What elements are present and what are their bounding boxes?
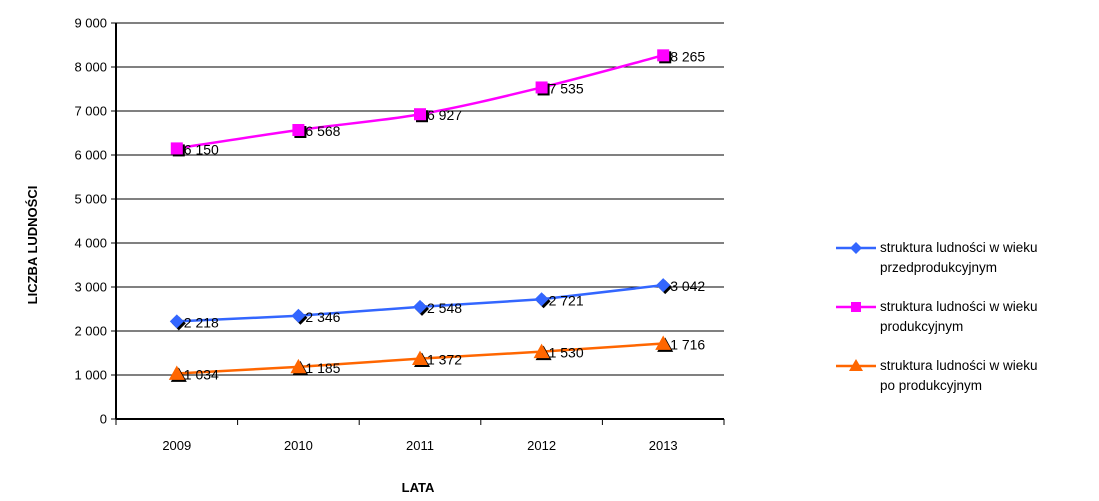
triangle-marker-icon (849, 359, 863, 371)
data-label: 2 548 (427, 300, 462, 316)
legend-label-line: przedprodukcyjnym (880, 260, 998, 275)
x-tick-label: 2013 (649, 438, 678, 453)
y-tick-label: 4 000 (74, 236, 107, 251)
data-label: 8 265 (670, 48, 705, 64)
square-marker (414, 108, 426, 121)
square-marker (657, 49, 670, 62)
y-tick-label: 2 000 (74, 324, 107, 339)
diamond-marker-icon (850, 242, 862, 254)
y-tick-label: 8 000 (74, 60, 107, 75)
square-marker-icon (851, 302, 861, 312)
legend-label: struktura ludności w wieku po produkcyjny… (880, 356, 1038, 396)
y-tick-label: 3 000 (74, 280, 107, 295)
legend-swatch (836, 359, 876, 371)
legend-item: struktura ludności w wieku przedprodukcyj… (834, 238, 1099, 278)
square-marker (170, 142, 183, 155)
x-axis-title: LATA (402, 480, 435, 495)
legend-label-line: struktura ludności w wieku (880, 299, 1038, 314)
y-tick-label: 1 000 (74, 368, 107, 383)
triangle-marker (655, 335, 672, 350)
data-label: 1 530 (549, 345, 584, 361)
x-tick-label: 2010 (284, 438, 313, 453)
y-tick-label: 0 (100, 412, 107, 427)
series-1 (169, 278, 673, 331)
data-label: 1 034 (184, 367, 219, 383)
diamond-marker (169, 314, 184, 329)
data-label: 6 927 (427, 107, 462, 123)
square-marker (535, 81, 548, 94)
axes: 0 1 000 2 000 3 000 4 000 5 000 6 000 7 000 8 00… (74, 16, 725, 453)
data-label: 2 346 (305, 309, 340, 325)
y-tick-label: 6 000 (74, 148, 107, 163)
series-lines (168, 49, 674, 382)
series-2 (170, 49, 672, 157)
triangle-marker (412, 350, 428, 366)
data-label: 6 150 (184, 141, 219, 157)
diamond-marker (534, 292, 549, 307)
legend-swatch (836, 302, 876, 312)
x-tick-label: 2009 (162, 438, 191, 453)
data-label: 2 218 (184, 314, 219, 330)
data-label: 1 372 (427, 352, 462, 368)
data-label: 2 721 (549, 292, 584, 308)
legend-item: struktura ludności w wieku produkcyjnym (834, 297, 1099, 337)
legend-label: struktura ludności w wieku przedprodukcyj… (880, 238, 1038, 278)
y-tick-label: 7 000 (74, 104, 107, 119)
legend-label-line: po produkcyjnym (880, 378, 983, 393)
legend-label: struktura ludności w wieku produkcyjnym (880, 297, 1038, 337)
triangle-marker (533, 343, 550, 359)
data-label: 1 185 (305, 360, 340, 376)
series-line (176, 54, 664, 150)
y-axis-title: LICZBA LUDNOŚCI (25, 186, 40, 305)
square-marker (292, 124, 305, 137)
diamond-marker (413, 299, 427, 314)
data-label: 7 535 (549, 80, 584, 96)
y-tick-label: 5 000 (74, 192, 107, 207)
diamond-marker (656, 278, 671, 293)
triangle-marker (290, 358, 307, 374)
data-label: 1 716 (670, 336, 705, 352)
diamond-marker (291, 308, 306, 323)
legend: struktura ludności w wieku przedprodukcyj… (834, 238, 1099, 415)
y-tick-label: 9 000 (74, 16, 107, 31)
x-tick-label: 2011 (406, 438, 434, 453)
legend-label-line: struktura ludności w wieku (880, 240, 1038, 255)
data-labels: 2 218 2 346 2 548 2 721 3 042 6 150 6 568 6 927… (184, 48, 706, 382)
data-label: 6 568 (305, 123, 340, 139)
x-tick-label: 2012 (527, 438, 556, 453)
legend-label-line: struktura ludności w wieku (880, 358, 1038, 373)
grid-lines (116, 22, 724, 376)
series-3 (168, 335, 674, 382)
triangle-marker (168, 365, 185, 380)
legend-item: struktura ludności w wieku po produkcyjny… (834, 356, 1099, 396)
data-label: 3 042 (670, 278, 705, 294)
legend-label-line: produkcyjnym (880, 319, 964, 334)
legend-swatch (836, 242, 876, 254)
